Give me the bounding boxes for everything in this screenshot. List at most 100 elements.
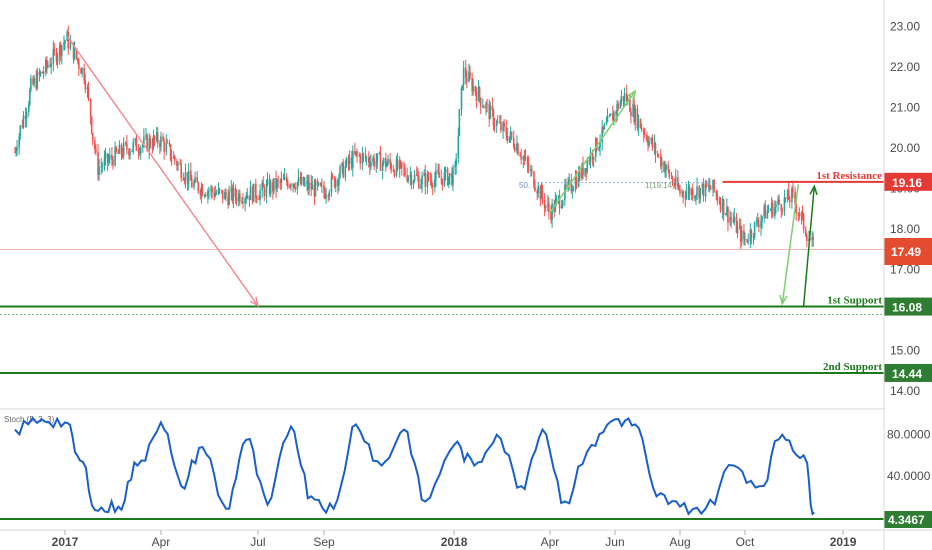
candle-body <box>788 199 791 202</box>
candle-body <box>495 121 498 127</box>
candle-body <box>297 177 300 183</box>
candle-body <box>698 186 700 199</box>
level-label: 1st Support <box>827 295 882 307</box>
candle-body <box>289 185 291 188</box>
candle-body <box>727 206 729 223</box>
candle-body <box>406 175 408 181</box>
level-label: 1st Resistance <box>816 170 882 182</box>
stoch-last-tag: 4.3467 <box>884 511 932 528</box>
candle-body <box>395 159 398 176</box>
candle-body <box>599 142 601 148</box>
candle-body <box>517 143 519 155</box>
candle-body <box>410 174 413 185</box>
candle-body <box>505 126 508 136</box>
candle-body <box>612 113 614 122</box>
candle-body <box>601 126 603 143</box>
candle-body <box>413 174 416 182</box>
candle-body <box>19 125 22 136</box>
candle-body <box>722 199 725 215</box>
candle-body <box>139 147 142 154</box>
candle-body <box>483 106 485 109</box>
candle-body <box>489 105 492 120</box>
candle-body <box>239 193 241 202</box>
candle-body <box>128 149 130 156</box>
candle-body <box>575 177 578 187</box>
level-tag-box <box>884 363 932 382</box>
candle-body <box>52 48 55 64</box>
candle-body <box>636 108 639 129</box>
candle-body <box>792 188 794 192</box>
fib-right-label: 1(19.14) <box>645 181 675 190</box>
candle-body <box>134 138 137 142</box>
x-axis-ticks: 2017 Apr Jul Sep 2018 Apr Jun Aug Oct 2019 <box>52 530 857 549</box>
candle-body <box>211 187 213 193</box>
candle-body <box>671 177 674 184</box>
candle-body <box>142 144 144 148</box>
candle-body <box>251 186 254 202</box>
candle-body <box>647 140 649 146</box>
candles <box>14 25 815 250</box>
candle-body <box>615 111 617 115</box>
candle-body <box>529 169 532 171</box>
candle-body <box>25 111 28 119</box>
candle-body <box>533 171 535 188</box>
candle-body <box>18 135 20 148</box>
candle-body <box>328 192 331 197</box>
candle-body <box>674 177 677 186</box>
candle-body <box>14 151 16 153</box>
candle-body <box>665 165 667 170</box>
candle-body <box>249 186 252 201</box>
candle-body <box>735 216 738 233</box>
candle-body <box>736 226 739 233</box>
level-label: 2nd Support <box>823 361 882 373</box>
candle-body <box>448 173 451 177</box>
candle-body <box>314 180 317 197</box>
candle-body <box>598 147 600 150</box>
candle-body <box>670 177 673 178</box>
candle-body <box>258 199 260 201</box>
candle-body <box>146 135 148 151</box>
candle-body <box>137 150 140 152</box>
candle-body <box>204 195 207 197</box>
candle-body <box>272 181 274 192</box>
candle-body <box>550 212 552 220</box>
candle-body <box>356 151 358 155</box>
candle-body <box>657 154 660 156</box>
candle-body <box>705 181 708 187</box>
candle-body <box>653 143 656 148</box>
candle-body <box>713 180 715 191</box>
candle-body <box>520 156 522 160</box>
candle-body <box>327 195 330 197</box>
candle-body <box>648 140 650 146</box>
candle-body <box>770 202 773 211</box>
candle-body <box>780 204 783 211</box>
candle-body <box>84 80 87 90</box>
stoch-tick-label: 40.0000 <box>887 469 931 483</box>
candle-body <box>536 191 538 194</box>
candle-body <box>678 187 680 190</box>
candle-body <box>423 172 425 176</box>
candle-body <box>42 71 45 74</box>
candle-body <box>435 170 437 179</box>
candle-body <box>112 159 114 166</box>
candle-body <box>151 146 154 148</box>
candle-body <box>176 160 178 166</box>
candle-body <box>46 59 48 67</box>
candle-body <box>609 113 612 116</box>
candle-body <box>117 152 120 154</box>
candle-body <box>696 186 698 196</box>
candle-body <box>555 197 558 201</box>
candle-body <box>218 188 221 191</box>
candle-body <box>376 153 379 162</box>
candle-body <box>474 86 477 93</box>
candle-body <box>777 199 779 205</box>
candle-body <box>427 173 430 180</box>
price-tick-label: 21.00 <box>890 100 920 114</box>
candle-body <box>155 132 158 140</box>
candle-body <box>334 180 337 187</box>
candle-body <box>784 197 787 200</box>
candle-body <box>111 154 113 160</box>
candle-body <box>166 142 169 144</box>
candle-body <box>760 220 762 228</box>
candle-body <box>639 118 642 129</box>
